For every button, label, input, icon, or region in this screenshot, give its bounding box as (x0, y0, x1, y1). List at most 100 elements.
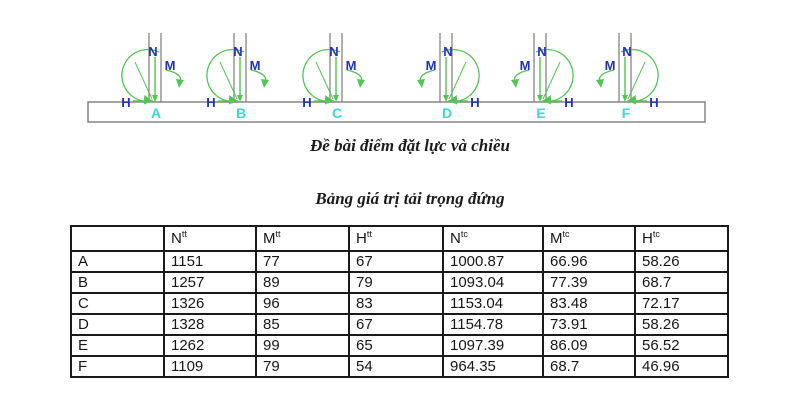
moment-arc (121, 48, 160, 103)
table-row: F 1109 79 54 964.35 68.7 46.96 (70, 355, 729, 378)
row-label: A (70, 250, 165, 273)
value-cell: 58.26 (634, 250, 729, 273)
value-cell: 99 (255, 334, 350, 357)
row-label: C (70, 292, 165, 315)
table-row: C 1326 96 83 1153.04 83.48 72.17 (70, 292, 729, 315)
moment-label: M (165, 58, 176, 73)
value-cell: 46.96 (634, 355, 729, 378)
column-header-superscript: tc (460, 228, 468, 239)
moment-label: M (346, 58, 357, 73)
row-label: D (70, 313, 165, 336)
table-row: D 1328 85 67 1154.78 73.91 58.26 (70, 313, 729, 336)
value-cell: 83 (348, 292, 444, 315)
column-header: Ntc (442, 225, 544, 252)
column-header: Ntt (163, 225, 257, 252)
moment-hook-arrowhead (357, 79, 365, 88)
table-row: A 1151 77 67 1000.87 66.96 58.26 (70, 250, 729, 273)
axial-force-label: N (148, 44, 157, 59)
point-label: B (236, 105, 246, 121)
value-cell: 964.35 (442, 355, 544, 378)
moment-label: M (520, 58, 531, 73)
value-cell: 1097.39 (442, 334, 544, 357)
row-label: F (70, 355, 165, 378)
table-title: Bảng giá trị tải trọng đứng (315, 189, 505, 208)
value-cell: 1151 (163, 250, 257, 273)
point-label: C (332, 105, 342, 121)
value-cell: 1328 (163, 313, 257, 336)
support-F: NM H F (596, 33, 659, 121)
horizontal-arrowhead (449, 97, 457, 105)
axial-force-label: N (622, 44, 631, 59)
horizontal-arrowhead (144, 97, 152, 105)
row-label: E (70, 334, 165, 357)
value-cell: 77.39 (542, 271, 636, 294)
value-cell: 1326 (163, 292, 257, 315)
value-cell: 67 (348, 250, 444, 273)
moment-label: M (605, 58, 616, 73)
value-cell: 65 (348, 334, 444, 357)
column-header-superscript: tc (562, 228, 570, 239)
moment-arc-chord (315, 61, 334, 100)
value-cell: 85 (255, 313, 350, 336)
column-header: Htt (348, 225, 444, 252)
horizontal-force-label: H (121, 95, 130, 110)
value-cell: 58.26 (634, 313, 729, 336)
value-cell: 66.96 (542, 250, 636, 273)
moment-arc-chord (134, 61, 153, 100)
value-cell: 89 (255, 271, 350, 294)
value-cell: 77 (255, 250, 350, 273)
value-cell: 68.7 (634, 271, 729, 294)
horizontal-arrowhead (628, 97, 636, 105)
row-label: B (70, 271, 165, 294)
moment-hook-arrowhead (596, 79, 604, 88)
moment-arc-chord (627, 61, 646, 100)
axial-arrowhead (537, 95, 543, 102)
horizontal-arrowhead (543, 97, 551, 105)
moment-label: M (426, 58, 437, 73)
corner-cell (70, 225, 165, 252)
moment-hook-arrowhead (511, 79, 519, 88)
value-cell: 67 (348, 313, 444, 336)
table-row: E 1262 99 65 1097.39 86.09 56.52 (70, 334, 729, 357)
moment-hook-arrowhead (261, 79, 269, 88)
axial-force-label: N (443, 44, 452, 59)
load-values-table: Ntt Mtt Htt Ntc Mtc Htc A 1151 77 67 1000.87 66.96… (70, 225, 729, 378)
horizontal-force-label: H (302, 95, 311, 110)
axial-force-label: N (537, 44, 546, 59)
point-label: A (151, 105, 161, 121)
value-cell: 1154.78 (442, 313, 544, 336)
value-cell: 1109 (163, 355, 257, 378)
table-body: A 1151 77 67 1000.87 66.96 58.26 B 1257 89 79 1093.… (70, 250, 729, 378)
value-cell: 68.7 (542, 355, 636, 378)
column-header: Mtt (255, 225, 350, 252)
axial-arrowhead (443, 95, 449, 102)
axial-arrowhead (333, 95, 339, 102)
value-cell: 86.09 (542, 334, 636, 357)
column-header-superscript: tc (652, 228, 660, 239)
table-row: B 1257 89 79 1093.04 77.39 68.7 (70, 271, 729, 294)
column-header: Mtc (542, 225, 636, 252)
point-label: E (536, 105, 545, 121)
moment-arc-chord (219, 61, 238, 100)
table-header-row: Ntt Mtt Htt Ntc Mtc Htc (70, 225, 729, 252)
figure-caption: Đề bài điểm đặt lực và chiều (310, 136, 510, 155)
point-label: D (442, 105, 452, 121)
foundation-beam (87, 101, 706, 123)
value-cell: 83.48 (542, 292, 636, 315)
horizontal-force-label: H (649, 95, 658, 110)
moment-arc-chord (542, 61, 561, 100)
column-header-superscript: tt (366, 228, 372, 239)
column-header: Htc (634, 225, 729, 252)
value-cell: 73.91 (542, 313, 636, 336)
value-cell: 56.52 (634, 334, 729, 357)
support-B: NM H B (206, 33, 269, 121)
value-cell: 96 (255, 292, 350, 315)
support-C: NM H C (302, 33, 365, 121)
moment-arc (620, 48, 659, 103)
moment-arc (206, 48, 245, 103)
axial-arrowhead (622, 95, 628, 102)
horizontal-arrowhead (229, 97, 237, 105)
value-cell: 1257 (163, 271, 257, 294)
support-E: NM H E (511, 33, 574, 121)
